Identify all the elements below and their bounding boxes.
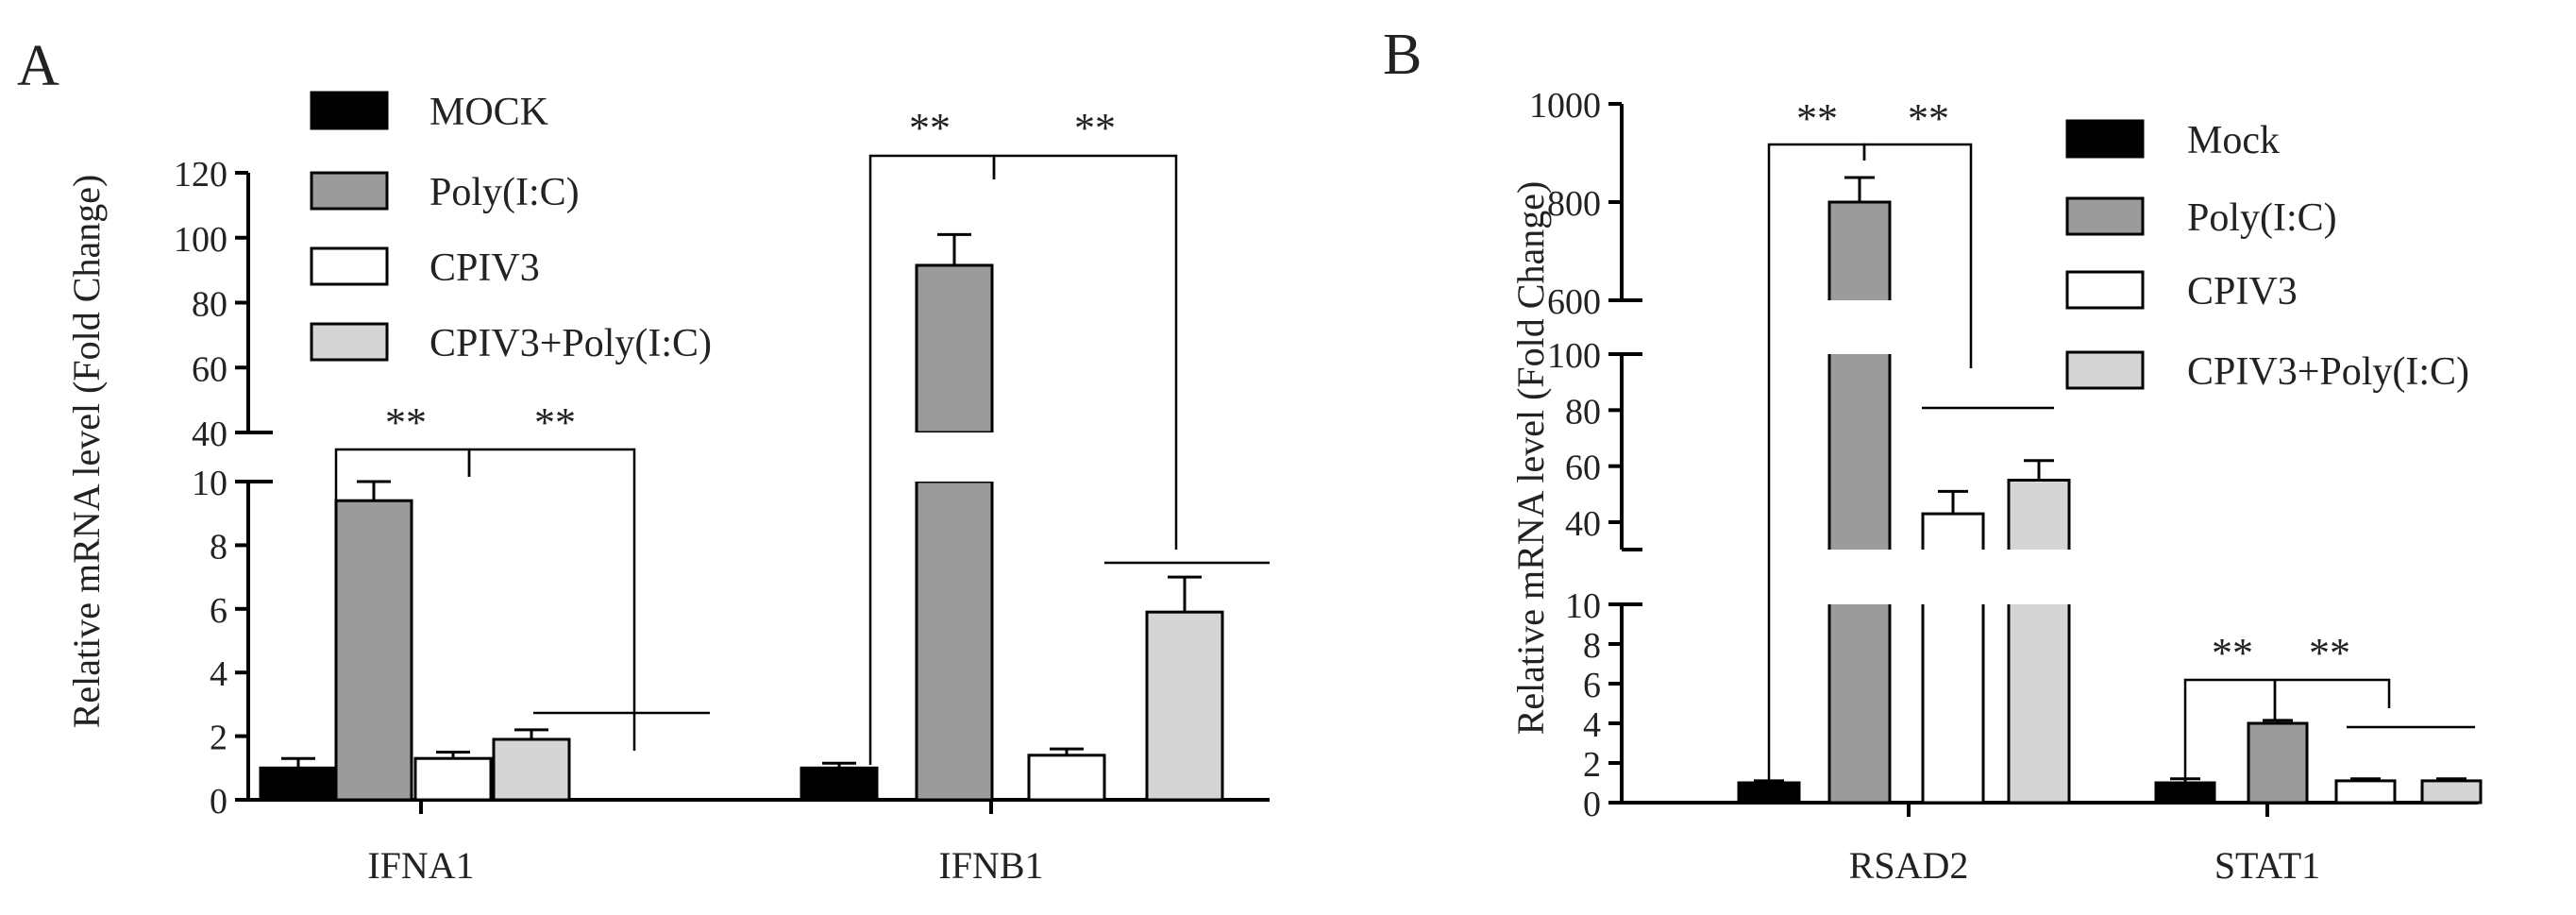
significance-stars: ** <box>1796 95 1838 142</box>
bar-stat1-poly-i-c <box>2247 721 2309 805</box>
y-tick-label: 40 <box>1565 504 1601 544</box>
bar-break-gap <box>1827 300 1892 354</box>
bar-stat1-cpiv3-poly-i-c <box>2420 779 2483 805</box>
significance-stars: ** <box>1908 95 1949 142</box>
bar-ifna1-poly-i-c <box>334 499 413 802</box>
y-tick-label: 4 <box>1583 705 1601 745</box>
bar-break-gap <box>1921 550 1985 604</box>
panel-a: A Relative mRNA level (Fold Change) 0 2 4 6… <box>17 34 1270 887</box>
legend-swatch-cpiv3 <box>2065 270 2145 310</box>
legend-label-cpiv3: CPIV3 <box>2187 270 2298 313</box>
legend-label-poly-i-c: Poly(I:C) <box>429 171 580 214</box>
legend-swatch-mock <box>310 91 389 130</box>
significance-bracket <box>1864 143 1973 368</box>
legend-swatch-poly-i-c <box>2065 196 2145 236</box>
significance-stars: ** <box>2309 630 2350 676</box>
y-tick-label: 6 <box>210 591 227 631</box>
y-tick-label: 600 <box>1547 282 1601 322</box>
y-tick-label: 120 <box>174 155 227 195</box>
significance-stars: ** <box>1074 105 1116 151</box>
y-tick-label: 2 <box>1583 745 1601 785</box>
bar-ifna1-mock <box>259 766 338 802</box>
y-tick-label: 80 <box>192 285 227 325</box>
legend-swatch-mock <box>2065 119 2145 159</box>
bar-rsad2-poly-i-c <box>1827 200 1892 805</box>
bar-ifnb1-poly-i-c-upper <box>915 263 994 434</box>
legend-swatch-cpiv3-poly-i-c <box>2065 350 2145 390</box>
y-tick-label: 0 <box>210 782 227 822</box>
legend-label-mock: Mock <box>2187 119 2280 162</box>
bar-break-gap <box>915 432 994 482</box>
legend-label-cpiv3-poly-i-c: CPIV3+Poly(I:C) <box>2187 350 2469 394</box>
category-label-stat1: STAT1 <box>2214 844 2320 887</box>
significance-bracket <box>469 448 636 751</box>
significance-stars: ** <box>909 105 951 151</box>
y-tick-label: 100 <box>174 220 227 260</box>
panel-b-label: B <box>1383 23 1422 87</box>
y-tick-label: 60 <box>1565 449 1601 488</box>
significance-bracket <box>994 154 1178 550</box>
bar-ifnb1-mock <box>800 766 879 802</box>
y-tick-label: 8 <box>1583 626 1601 666</box>
category-label-ifnb1: IFNB1 <box>938 844 1043 887</box>
bar-stat1-cpiv3 <box>2334 779 2397 805</box>
y-tick-label: 6 <box>1583 666 1601 705</box>
category-label-ifna1: IFNA1 <box>367 844 474 887</box>
bar-break-gap <box>2007 550 2071 604</box>
panel-a-bars <box>259 232 1224 802</box>
legend-label-mock: MOCK <box>429 91 548 134</box>
panel-b-legend: Mock Poly(I:C) CPIV3 CPIV3+Poly(I:C) <box>2065 119 2469 394</box>
legend-swatch-cpiv3 <box>310 246 389 286</box>
y-tick-label: 800 <box>1547 184 1601 224</box>
panel-a-label: A <box>17 34 59 98</box>
significance-stars: ** <box>385 399 427 446</box>
legend-swatch-cpiv3-poly-i-c <box>310 322 389 362</box>
panel-b-significance: ** ** ** ** <box>1767 95 2475 788</box>
y-tick-label: 0 <box>1583 785 1601 824</box>
panel-b-bars <box>1737 176 2483 805</box>
panel-b: B Relative mRNA level (Fold Change) 0246… <box>1383 23 2483 887</box>
panel-b-ylabel: Relative mRNA level (Fold Change) <box>1509 181 1552 736</box>
y-tick-label: 10 <box>1565 586 1601 626</box>
y-tick-label: 10 <box>192 464 227 503</box>
bar-ifnb1-cpiv3-poly-i-c <box>1145 610 1224 802</box>
category-label-rsad2: RSAD2 <box>1849 844 1969 887</box>
panel-a-significance: ** ** ** ** <box>334 105 1270 765</box>
significance-stars: ** <box>2212 630 2253 676</box>
y-tick-label: 1000 <box>1529 86 1601 126</box>
legend-label-cpiv3: CPIV3 <box>429 246 540 290</box>
bar-stat1-mock <box>2154 781 2216 805</box>
y-tick-label: 8 <box>210 527 227 567</box>
panel-a-legend: MOCK Poly(I:C) CPIV3 CPIV3+Poly(I:C) <box>310 91 712 365</box>
legend-label-poly-i-c: Poly(I:C) <box>2187 196 2337 240</box>
y-tick-label: 2 <box>210 719 227 758</box>
bar-ifnb1-poly-i-c-lower <box>915 480 994 802</box>
bar-ifna1-cpiv3 <box>413 756 493 802</box>
y-tick-label: 100 <box>1547 336 1601 376</box>
legend-swatch-poly-i-c <box>310 171 389 211</box>
bar-break-gap <box>1827 550 1892 604</box>
bar-ifna1-cpiv3-poly-i-c <box>492 737 571 802</box>
panel-a-ylabel: Relative mRNA level (Fold Change) <box>65 175 108 729</box>
significance-stars: ** <box>534 399 576 446</box>
y-tick-label: 80 <box>1565 392 1601 432</box>
bar-rsad2-cpiv3-poly-i-c <box>2007 479 2071 805</box>
y-tick-label: 40 <box>192 415 227 454</box>
significance-bracket <box>2275 678 2391 708</box>
legend-label-cpiv3-poly-i-c: CPIV3+Poly(I:C) <box>429 322 712 365</box>
bar-ifnb1-cpiv3 <box>1027 754 1106 802</box>
y-tick-label: 4 <box>210 654 227 694</box>
y-tick-label: 60 <box>192 349 227 389</box>
